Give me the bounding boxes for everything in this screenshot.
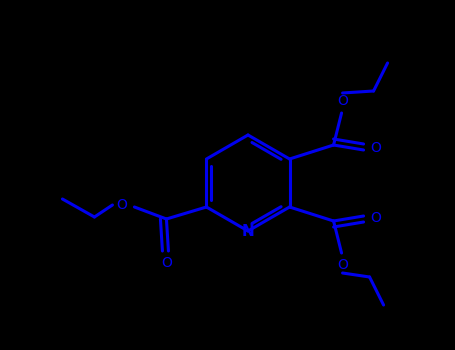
Text: O: O [337, 94, 348, 108]
Text: O: O [116, 198, 127, 212]
Text: O: O [161, 256, 172, 270]
Text: N: N [242, 224, 254, 239]
Text: O: O [370, 141, 381, 155]
Text: O: O [370, 211, 381, 225]
Text: O: O [337, 258, 348, 272]
